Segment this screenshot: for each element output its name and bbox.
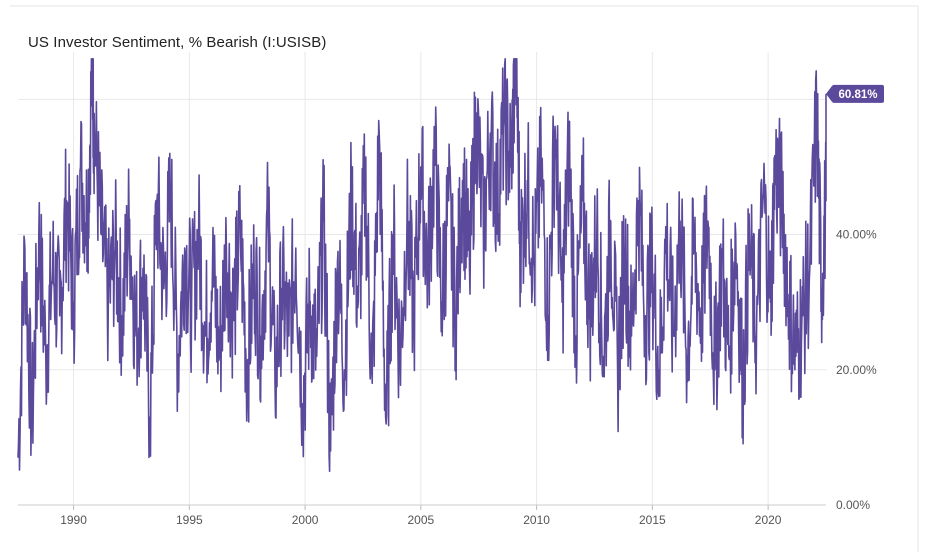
last-value-marker: 60.81% bbox=[826, 84, 884, 103]
x-axis: 1990 1995 2000 2005 2010 2015 2020 bbox=[18, 504, 826, 527]
last-value-badge bbox=[832, 84, 884, 103]
chart-title: US Investor Sentiment, % Bearish (I:USIS… bbox=[28, 34, 327, 51]
x-tick-label: 2010 bbox=[523, 513, 550, 527]
y-axis: 0.00% 20.00% 40.00% bbox=[836, 228, 877, 512]
x-tick-label: 1995 bbox=[176, 513, 203, 527]
y-tick-label: 20.00% bbox=[836, 363, 877, 377]
y-tick-label: 40.00% bbox=[836, 228, 877, 242]
series-line bbox=[17, 57, 827, 473]
x-tick-label: 2005 bbox=[407, 513, 434, 527]
chart-frame: US Investor Sentiment, % Bearish (I:USIS… bbox=[10, 6, 920, 552]
x-tick-label: 2000 bbox=[292, 513, 319, 527]
last-value-label: 60.81% bbox=[838, 89, 877, 101]
x-tick-label: 1990 bbox=[60, 513, 87, 527]
x-tick-label: 2020 bbox=[755, 513, 782, 527]
series-group bbox=[17, 57, 827, 473]
y-tick-label: 0.00% bbox=[836, 498, 870, 512]
x-tick-label: 2015 bbox=[639, 513, 666, 527]
last-value-pointer bbox=[826, 85, 832, 102]
